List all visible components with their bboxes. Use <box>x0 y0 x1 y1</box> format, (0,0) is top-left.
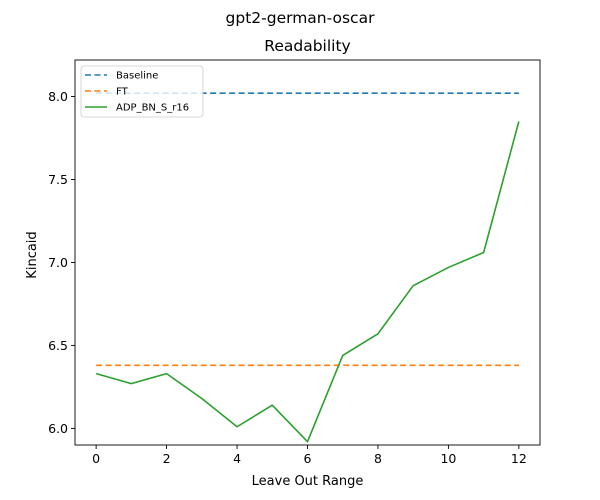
y-tick-label: 7.0 <box>48 255 68 270</box>
figure-suptitle: gpt2-german-oscar <box>226 9 376 27</box>
legend-box <box>80 65 204 118</box>
legend-label: Baseline <box>116 71 158 82</box>
x-tick-label: 12 <box>511 451 527 466</box>
plot-area <box>95 92 520 443</box>
y-tick-label: 6.0 <box>48 421 68 436</box>
y-axis-label: Kincaid <box>25 231 40 278</box>
axes-frame <box>74 59 541 446</box>
y-tick-label: 8.0 <box>48 89 68 104</box>
x-tick-label: 6 <box>304 451 312 466</box>
axes: 0 2 4 6 8 10 12 6.0 6.5 7.0 7.5 8.0 <box>48 59 541 466</box>
legend-label: FT <box>116 87 129 98</box>
series-line-adp-bn-s-r16 <box>95 121 520 443</box>
y-tick-label: 6.5 <box>48 338 68 353</box>
y-tick-label: 7.5 <box>48 172 68 187</box>
x-axis-label: Leave Out Range <box>252 474 364 489</box>
x-tick-label: 0 <box>92 451 100 466</box>
x-tick-label: 4 <box>233 451 241 466</box>
legend: Baseline FT ADP_BN_S_r16 <box>80 65 204 118</box>
x-tick-label: 8 <box>374 451 382 466</box>
x-tick-label: 2 <box>163 451 171 466</box>
chart-title: Readability <box>264 37 350 55</box>
x-tick-label: 10 <box>440 451 456 466</box>
legend-label: ADP_BN_S_r16 <box>116 103 189 114</box>
